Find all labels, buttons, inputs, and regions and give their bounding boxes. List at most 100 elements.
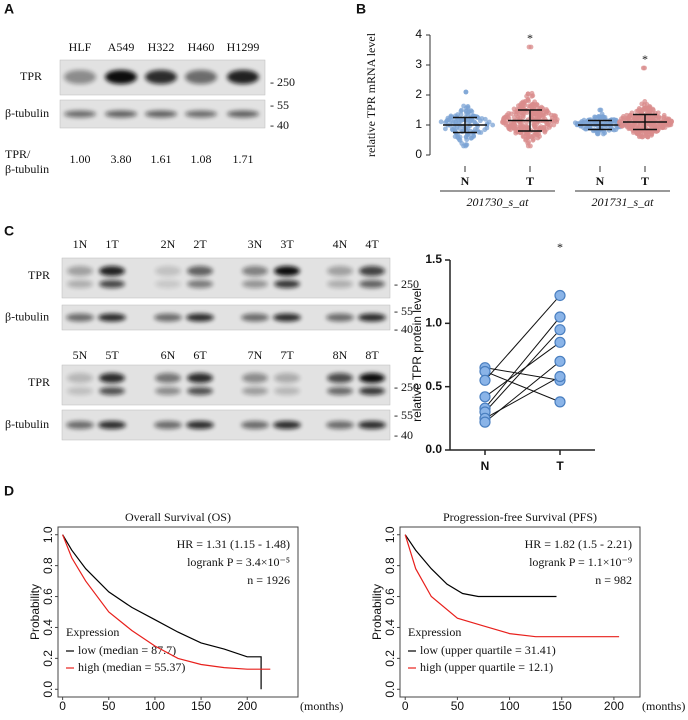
lane-label: 5T: [105, 348, 119, 362]
significance: *: [527, 31, 533, 45]
x-axis-label: (months): [300, 699, 343, 713]
stat: n = 1926: [247, 573, 290, 587]
dot: [643, 130, 649, 136]
band: [242, 266, 268, 276]
dot-cloud: [500, 44, 560, 149]
dot: [640, 117, 646, 123]
marker: - 55: [394, 304, 413, 318]
dot: [648, 131, 654, 137]
dot: [529, 90, 535, 96]
marker: - 40: [394, 428, 413, 442]
pair-line: [484, 341, 561, 398]
dot: [484, 125, 490, 131]
dot: [438, 119, 444, 125]
dot: [505, 114, 511, 120]
x-tick-label: 200: [237, 699, 257, 713]
dot: [630, 130, 636, 135]
dot: [646, 114, 652, 120]
stat: n = 982: [595, 573, 632, 587]
point: [554, 311, 566, 323]
pair-line: [484, 367, 561, 381]
stat: HR = 1.82 (1.5 - 2.21): [525, 537, 632, 551]
band: [186, 313, 214, 322]
x-axis-label: (months): [642, 699, 685, 713]
group-label: 201731_s_at: [591, 195, 654, 209]
lane-label: H322: [148, 40, 175, 54]
dot: [453, 119, 459, 125]
panel-label: A: [4, 1, 14, 17]
ratio-label: TPR/: [5, 147, 31, 161]
dot: [632, 114, 638, 120]
band: [67, 373, 93, 383]
dot: [660, 125, 666, 131]
band: [359, 266, 385, 276]
dot: [457, 138, 463, 143]
dot: [482, 116, 488, 122]
lane-label: 6N: [161, 348, 176, 362]
y-tick-label: 2: [415, 87, 422, 101]
dot: [457, 126, 462, 131]
band: [242, 373, 268, 383]
plot-frame: [399, 526, 641, 698]
survival-curve: [404, 534, 620, 638]
band: [187, 266, 213, 276]
band: [187, 387, 213, 395]
dot: [526, 103, 532, 109]
y-tick-label: 3: [415, 57, 422, 71]
y-tick-label: 0.8: [383, 557, 397, 574]
dot: [469, 109, 475, 114]
dot: [490, 122, 496, 128]
x-tick-label: 50: [102, 699, 116, 713]
y-tick-label: 0.0: [383, 681, 397, 698]
y-tick-label: 4: [415, 27, 422, 41]
dot: [584, 126, 589, 132]
dot: [442, 126, 448, 132]
band: [66, 421, 94, 429]
band: [242, 387, 268, 395]
band: [273, 421, 301, 429]
y-tick-label: 0: [415, 147, 422, 161]
dot: [525, 124, 530, 130]
y-tick-label: 1.0: [425, 316, 442, 330]
plot-frame: [57, 526, 299, 698]
band: [358, 313, 386, 322]
point: [554, 370, 566, 383]
stat: HR = 1.31 (1.15 - 1.48): [177, 537, 290, 551]
band: [186, 421, 214, 429]
blot: [61, 257, 391, 299]
x-tick-label: N: [461, 174, 470, 188]
dot: [459, 117, 465, 123]
x-tick-label: 150: [191, 699, 211, 713]
lane-label: 8T: [365, 348, 379, 362]
point: [479, 374, 491, 386]
x-tick-label: 0: [59, 699, 66, 713]
band: [274, 373, 300, 383]
legend-title: Expression: [66, 625, 119, 639]
dot: [541, 125, 547, 131]
y-tick-label: 0.4: [41, 619, 55, 636]
dot: [516, 112, 522, 117]
dot: [463, 89, 469, 95]
band: [359, 373, 385, 383]
blot: [61, 364, 391, 406]
marker: - 40: [270, 118, 289, 132]
band: [64, 110, 96, 118]
point: [479, 391, 491, 403]
lane-label: 1T: [105, 237, 119, 251]
band: [327, 387, 353, 395]
band: [227, 70, 259, 84]
lane-label: 4T: [365, 237, 379, 251]
band: [358, 421, 386, 429]
lane-label: 8N: [333, 348, 348, 362]
dot: [486, 119, 492, 125]
band: [155, 387, 181, 395]
panel-label: D: [4, 483, 14, 499]
y-tick-label: 0.8: [41, 557, 55, 574]
point: [554, 355, 566, 367]
dot: [544, 118, 549, 124]
dot: [463, 108, 469, 114]
band: [185, 110, 217, 118]
ratio: 1.00: [70, 152, 91, 166]
band: [359, 280, 385, 288]
band: [99, 387, 125, 395]
